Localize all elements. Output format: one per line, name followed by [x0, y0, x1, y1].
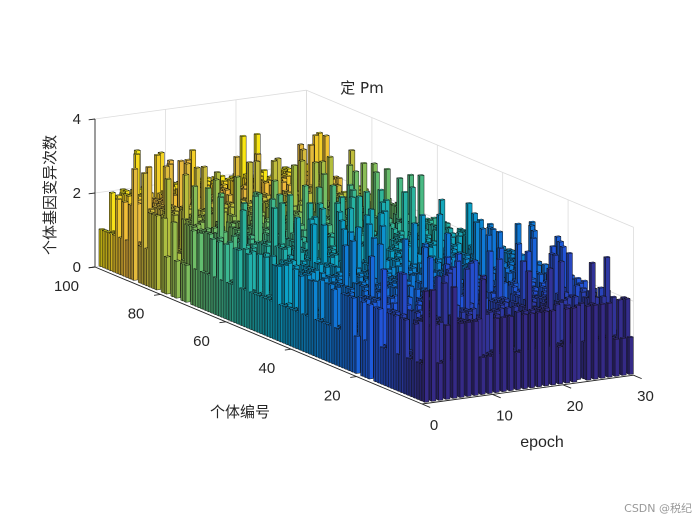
- bar-face: [109, 191, 116, 194]
- bar-face: [213, 276, 216, 315]
- bar-face: [121, 200, 129, 203]
- bar-face: [160, 217, 164, 293]
- bar-face: [137, 245, 141, 284]
- bar-face: [133, 149, 141, 152]
- bar-face: [216, 241, 219, 317]
- bar: [183, 263, 191, 303]
- grid-line: [94, 89, 307, 120]
- bar-face: [236, 249, 239, 325]
- bar-face: [101, 230, 105, 269]
- bar: [131, 167, 139, 281]
- bar: [164, 255, 171, 295]
- bar-face: [115, 198, 118, 274]
- bar-face: [260, 169, 268, 171]
- bar-face: [220, 183, 228, 186]
- bar-face: [221, 179, 228, 182]
- bar-face: [245, 253, 249, 329]
- bar-face: [105, 230, 112, 233]
- bar-face: [206, 273, 210, 313]
- bars: [98, 131, 634, 403]
- bar-face: [101, 229, 109, 232]
- bar-face: [225, 177, 232, 180]
- bar-face: [316, 131, 323, 134]
- bar-face: [239, 134, 247, 137]
- bar-face: [229, 283, 232, 322]
- bar-face: [180, 262, 183, 302]
- bar-face: [253, 132, 261, 135]
- bar-face: [226, 282, 229, 321]
- bar-face: [322, 134, 330, 137]
- bar-face: [118, 236, 121, 276]
- bar-face: [98, 228, 106, 230]
- bar-face: [222, 243, 226, 320]
- bar-face: [196, 232, 200, 309]
- bar-face: [285, 167, 292, 170]
- bar-face: [281, 169, 289, 172]
- bar-face: [166, 256, 171, 295]
- bar-face: [190, 230, 193, 306]
- bar-face: [173, 260, 177, 299]
- bar-face: [133, 168, 139, 281]
- bar-face: [115, 194, 123, 197]
- bar-face: [98, 228, 102, 267]
- bar-face: [121, 201, 125, 277]
- bar-face: [131, 168, 134, 281]
- bar-face: [284, 171, 292, 174]
- bar-face: [219, 279, 223, 318]
- bar-face: [151, 213, 154, 289]
- bar-face: [123, 189, 130, 192]
- bar: [154, 214, 161, 291]
- bar-face: [124, 239, 128, 278]
- bar-face: [282, 166, 289, 169]
- bar-face: [209, 238, 213, 314]
- bar-face: [147, 212, 151, 288]
- bar-face: [262, 181, 270, 184]
- bar-face: [200, 271, 203, 310]
- bar-face: [157, 192, 165, 195]
- bar-face: [242, 288, 246, 328]
- bar: [173, 259, 181, 299]
- bar-face: [119, 191, 127, 194]
- bar-face: [105, 231, 108, 270]
- bar-face: [280, 177, 288, 180]
- bar-face: [185, 264, 191, 303]
- bar-face: [157, 151, 165, 154]
- bar-face: [119, 188, 127, 191]
- bar-face: [108, 232, 116, 235]
- bar-face: [239, 287, 242, 326]
- bar-face: [133, 153, 141, 155]
- bar-face: [203, 272, 206, 311]
- bar-face: [125, 194, 133, 197]
- bar-face: [144, 247, 147, 287]
- bar-face: [183, 264, 187, 303]
- bar-face: [122, 193, 130, 196]
- bar-face: [170, 221, 174, 298]
- grid-line: [306, 89, 634, 228]
- bar-face: [193, 268, 196, 307]
- bar-face: [220, 187, 227, 190]
- bar-face: [154, 153, 161, 156]
- bar-face: [232, 247, 236, 324]
- bar-face: [189, 149, 197, 151]
- bar-face: [281, 173, 288, 176]
- bar-face: [156, 215, 161, 291]
- bar-face: [154, 214, 157, 291]
- bar-face: [111, 234, 115, 273]
- bar-face: [312, 134, 320, 136]
- bar-face: [175, 260, 181, 299]
- bar-face: [108, 232, 111, 272]
- bar-face: [128, 204, 131, 280]
- bar-face: [141, 172, 144, 285]
- bar-face: [164, 256, 167, 295]
- bar-face: [284, 174, 291, 177]
- bar-face: [115, 197, 122, 200]
